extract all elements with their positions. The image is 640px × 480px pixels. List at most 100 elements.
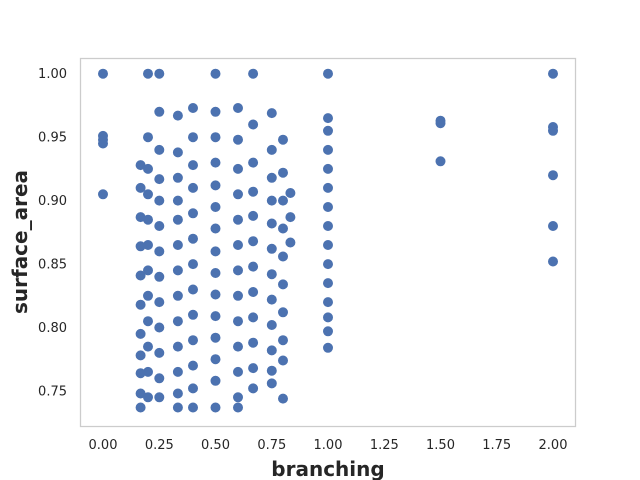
data-point xyxy=(210,68,221,79)
data-point xyxy=(172,366,183,377)
data-point xyxy=(154,144,165,155)
data-point xyxy=(323,221,333,231)
data-point xyxy=(248,337,259,348)
y-axis: 0.75 0.80 0.85 0.90 0.95 1.00 xyxy=(38,67,67,399)
data-point xyxy=(143,392,153,403)
data-point xyxy=(435,156,446,167)
data-point xyxy=(233,134,243,145)
data-point xyxy=(172,240,183,250)
data-point xyxy=(188,259,198,270)
x-tick-label: 1.50 xyxy=(426,438,455,453)
data-point xyxy=(266,269,277,280)
data-point xyxy=(143,316,153,327)
data-point xyxy=(278,134,288,145)
data-point xyxy=(188,233,198,244)
data-point xyxy=(135,350,146,361)
data-point xyxy=(135,402,146,413)
data-point xyxy=(188,160,198,171)
data-point xyxy=(248,68,259,79)
data-point xyxy=(135,182,146,193)
data-point xyxy=(233,316,243,327)
data-point xyxy=(278,355,288,366)
data-point xyxy=(435,118,446,129)
data-point xyxy=(323,163,333,174)
data-point xyxy=(278,307,288,318)
data-point xyxy=(248,383,259,394)
data-point xyxy=(210,246,221,257)
data-point xyxy=(210,268,221,278)
y-tick-label: 0.75 xyxy=(38,385,67,400)
data-point xyxy=(188,103,198,113)
data-point xyxy=(172,341,183,352)
data-point xyxy=(210,202,221,212)
data-point xyxy=(233,103,243,113)
data-point xyxy=(233,392,243,403)
data-point xyxy=(154,68,165,79)
data-point xyxy=(154,246,165,257)
data-point xyxy=(323,240,333,250)
data-point xyxy=(210,223,221,234)
data-point xyxy=(154,195,165,206)
data-point xyxy=(248,210,259,221)
data-point xyxy=(323,68,333,79)
data-point xyxy=(233,265,243,276)
data-point xyxy=(172,265,183,276)
data-point xyxy=(172,195,183,206)
data-point xyxy=(172,110,183,121)
y-tick-label: 1.00 xyxy=(38,67,67,82)
data-point xyxy=(323,202,333,212)
data-point xyxy=(323,144,333,155)
data-point xyxy=(143,68,153,79)
data-point xyxy=(143,163,153,174)
data-point xyxy=(154,347,165,358)
data-point xyxy=(266,378,277,389)
data-point xyxy=(233,402,243,413)
data-point xyxy=(143,366,153,377)
data-point xyxy=(278,335,288,346)
data-point xyxy=(135,270,146,281)
data-point xyxy=(154,392,165,403)
data-point xyxy=(172,214,183,225)
data-point xyxy=(154,297,165,308)
data-point xyxy=(285,188,296,198)
data-point xyxy=(143,214,153,225)
x-tick-label: 1.00 xyxy=(314,438,343,453)
data-point xyxy=(135,299,146,310)
data-point xyxy=(278,195,288,206)
data-point xyxy=(278,279,288,290)
data-point xyxy=(98,138,108,149)
data-point xyxy=(278,251,288,262)
data-point xyxy=(210,402,221,413)
data-point xyxy=(188,335,198,346)
data-point xyxy=(266,195,277,206)
points-layer xyxy=(98,68,558,413)
data-point xyxy=(248,157,259,168)
data-point xyxy=(266,243,277,254)
data-point xyxy=(233,366,243,377)
y-tick-label: 0.80 xyxy=(38,321,67,336)
data-point xyxy=(210,106,221,117)
data-point xyxy=(143,290,153,301)
data-point xyxy=(143,132,153,143)
data-point xyxy=(266,365,277,376)
data-point xyxy=(154,106,165,117)
data-point xyxy=(143,265,153,276)
data-point xyxy=(548,221,558,231)
data-point xyxy=(135,328,146,339)
y-tick-label: 0.85 xyxy=(38,258,67,273)
data-point xyxy=(154,221,165,231)
data-point xyxy=(323,125,333,136)
data-point xyxy=(248,119,259,130)
plot-frame xyxy=(79,57,577,428)
data-point xyxy=(323,278,333,289)
data-point xyxy=(154,373,165,384)
data-point xyxy=(210,132,221,143)
x-tick-label: 0.00 xyxy=(89,438,118,453)
data-point xyxy=(548,68,558,79)
data-point xyxy=(172,402,183,413)
x-tick-label: 1.25 xyxy=(370,438,399,453)
data-point xyxy=(323,326,333,337)
data-point xyxy=(248,236,259,247)
data-point xyxy=(233,341,243,352)
